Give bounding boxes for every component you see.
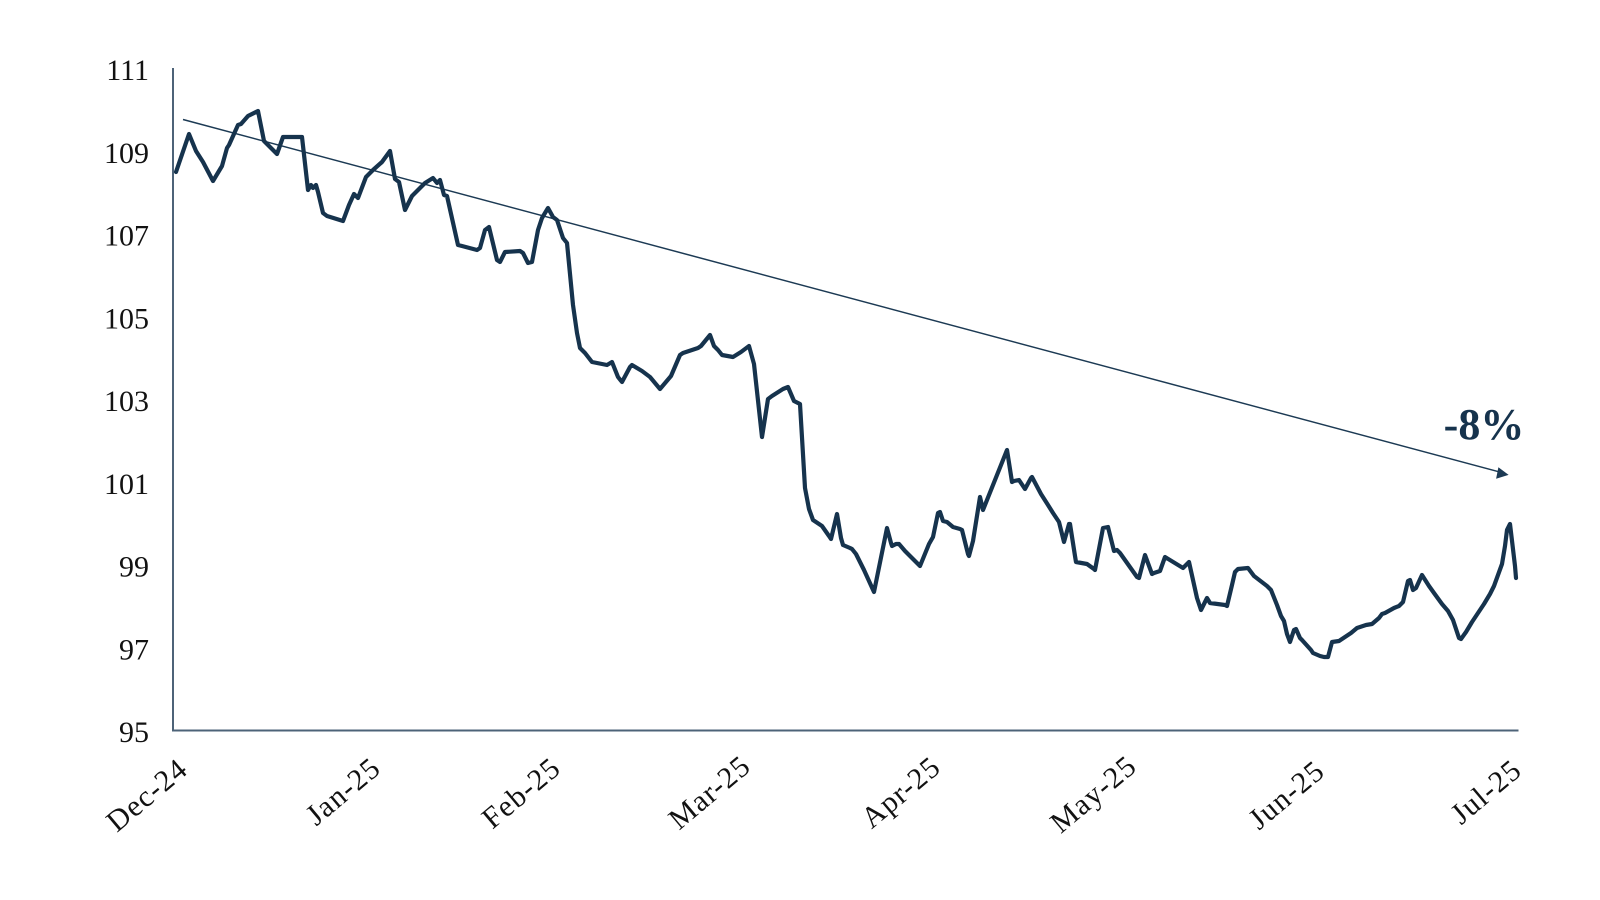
svg-text:103: 103	[104, 385, 149, 418]
svg-text:95: 95	[119, 716, 149, 749]
svg-text:109: 109	[104, 137, 149, 170]
svg-text:105: 105	[104, 302, 149, 335]
svg-text:99: 99	[119, 551, 149, 584]
svg-text:101: 101	[104, 468, 149, 501]
svg-text:97: 97	[119, 633, 149, 666]
svg-text:111: 111	[106, 54, 149, 87]
svg-text:-8%: -8%	[1444, 400, 1525, 449]
svg-text:107: 107	[104, 220, 149, 253]
